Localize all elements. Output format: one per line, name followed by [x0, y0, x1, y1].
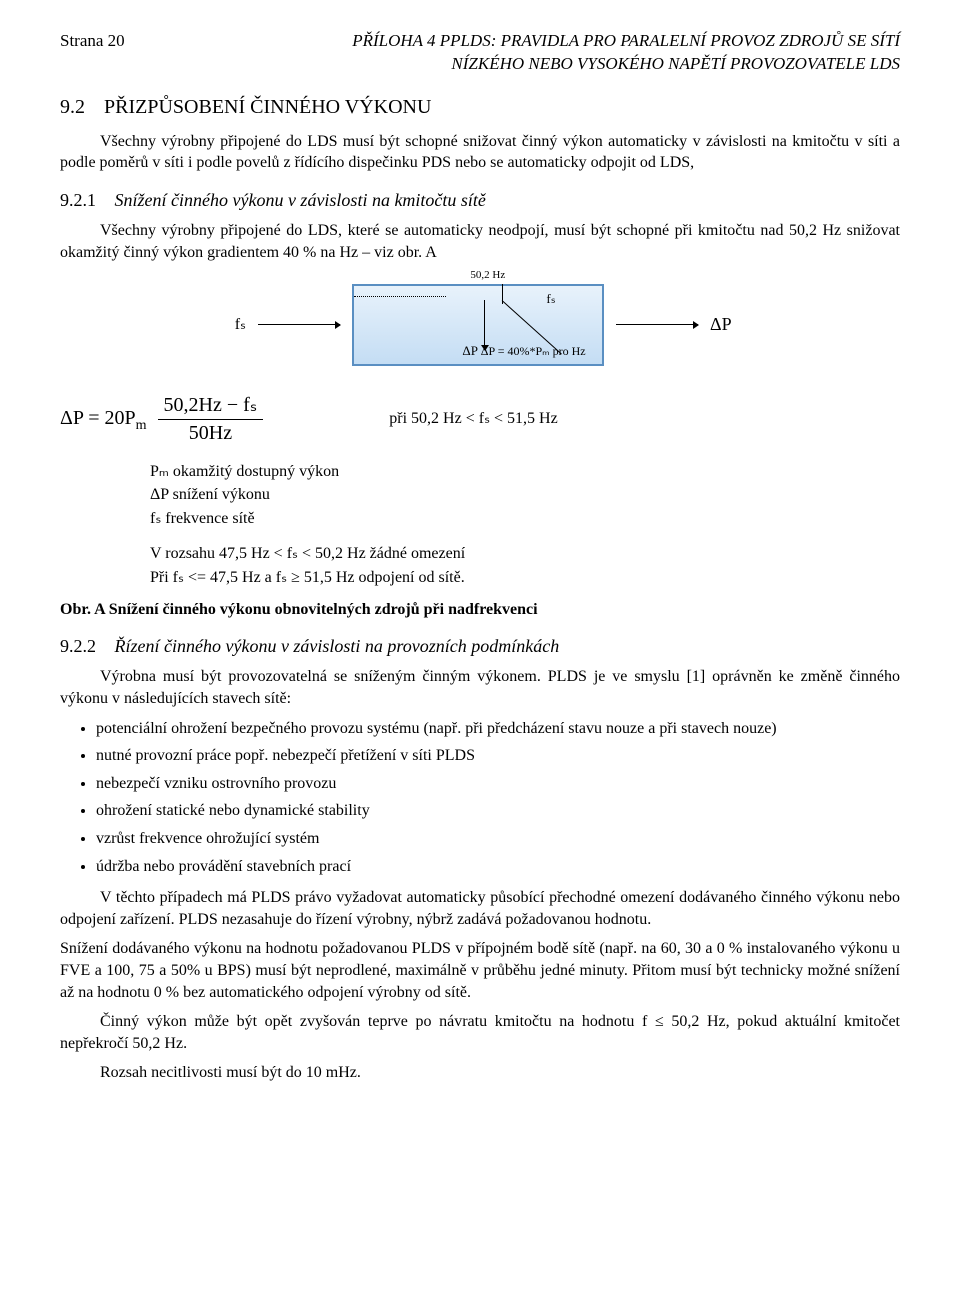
diagram-output-arrow [616, 324, 698, 325]
legend-dp: ΔP snížení výkonu [150, 484, 900, 506]
legend-disconnect: Při fₛ <= 47,5 Hz a fₛ ≥ 51,5 Hz odpojen… [150, 567, 900, 589]
formula-fraction: 50,2Hz − fₛ 50Hz [158, 392, 264, 447]
section-9-2-1-title: Snížení činného výkonu v závislosti na k… [115, 190, 486, 210]
diagram-equation: ΔP = 40%*Pₘ pro Hz [481, 343, 586, 359]
bullet-item: nutné provozní práce popř. nebezpečí pře… [96, 745, 900, 767]
legend-pm: Pₘ okamžitý dostupný výkon [150, 461, 900, 483]
section-9-2-2-para2: V těchto případech má PLDS právo vyžadov… [60, 887, 900, 930]
page-header: Strana 20 PŘÍLOHA 4 PPLDS: PRAVIDLA PRO … [60, 30, 900, 76]
section-9-2-2-title: Řízení činného výkonu v závislosti na pr… [115, 636, 560, 656]
diagram-dp-inside: ΔP [462, 342, 478, 360]
diagram-block: 50,2 Hz fₛ ΔP ΔP = 40%*Pₘ pro Hz [352, 284, 603, 366]
formula: ΔP = 20Pm 50,2Hz − fₛ 50Hz [60, 392, 269, 447]
legend-range: V rozsahu 47,5 Hz < fₛ < 50,2 Hz žádné o… [150, 543, 900, 565]
doc-title-line1: PŘÍLOHA 4 PPLDS: PRAVIDLA PRO PARALELNÍ … [352, 30, 900, 53]
section-9-2-2-para5: Rozsah necitlivosti musí být do 10 mHz. [60, 1062, 900, 1084]
formula-denominator: 50Hz [183, 420, 238, 447]
formula-lhs-sub: m [136, 418, 147, 433]
section-9-2-1-para1: Všechny výrobny připojené do LDS, které … [60, 220, 900, 263]
doc-title-line2: NÍZKÉHO NEBO VYSOKÉHO NAPĚTÍ PROVOZOVATE… [352, 53, 900, 76]
diagram-fs-input-label: fₛ [220, 314, 246, 336]
section-9-2-2-para4: Činný výkon může být opět zvyšován teprv… [60, 1011, 900, 1054]
section-9-2-title: PŘIZPŮSOBENÍ ČINNÉHO VÝKONU [104, 96, 431, 118]
diagram-input-arrow [258, 324, 340, 325]
section-9-2-2-number: 9.2.2 [60, 634, 96, 658]
page: Strana 20 PŘÍLOHA 4 PPLDS: PRAVIDLA PRO … [0, 0, 960, 1302]
diagram-dp-output-label: ΔP [710, 312, 740, 336]
section-9-2-2-bullets: potenciální ohrožení bezpečného provozu … [96, 718, 900, 878]
section-9-2-1-heading: 9.2.1 Snížení činného výkonu v závislost… [60, 188, 900, 212]
section-9-2-para1: Všechny výrobny připojené do LDS musí bý… [60, 131, 900, 174]
section-9-2-number: 9.2 [60, 94, 85, 121]
legend-fs: fₛ frekvence sítě [150, 508, 900, 530]
formula-lhs: ΔP = 20P [60, 407, 136, 429]
bullet-item: ohrožení statické nebo dynamické stabili… [96, 800, 900, 822]
section-9-2-2-para1: Výrobna musí být provozovatelná se sníže… [60, 666, 900, 709]
section-9-2-2-para3: Snížení dodávaného výkonu na hodnotu pož… [60, 938, 900, 1003]
diagram-dp-arrow [484, 300, 485, 350]
diagram-baseline [354, 296, 446, 297]
page-number: Strana 20 [60, 30, 125, 53]
frequency-diagram: fₛ 50,2 Hz fₛ ΔP ΔP = 40%*Pₘ pro Hz ΔP [220, 284, 740, 366]
formula-numerator: 50,2Hz − fₛ [158, 392, 264, 419]
section-9-2-2-heading: 9.2.2 Řízení činného výkonu v závislosti… [60, 634, 900, 658]
doc-title: PŘÍLOHA 4 PPLDS: PRAVIDLA PRO PARALELNÍ … [352, 30, 900, 76]
section-9-2-heading: 9.2 PŘIZPŮSOBENÍ ČINNÉHO VÝKONU [60, 94, 900, 121]
section-9-2-1-number: 9.2.1 [60, 188, 96, 212]
formula-row: ΔP = 20Pm 50,2Hz − fₛ 50Hz při 50,2 Hz <… [60, 392, 900, 447]
diagram-fs-inside: fₛ [546, 290, 555, 308]
diagram-tick-502: 50,2 Hz [470, 268, 505, 283]
legend: Pₘ okamžitý dostupný výkon ΔP snížení vý… [150, 461, 900, 589]
bullet-item: vzrůst frekvence ohrožující systém [96, 828, 900, 850]
bullet-item: údržba nebo provádění stavebních prací [96, 856, 900, 878]
figure-a-caption: Obr. A Snížení činného výkonu obnoviteln… [60, 599, 900, 621]
bullet-item: potenciální ohrožení bezpečného provozu … [96, 718, 900, 740]
formula-condition: při 50,2 Hz < fₛ < 51,5 Hz [389, 408, 557, 430]
bullet-item: nebezpečí vzniku ostrovního provozu [96, 773, 900, 795]
